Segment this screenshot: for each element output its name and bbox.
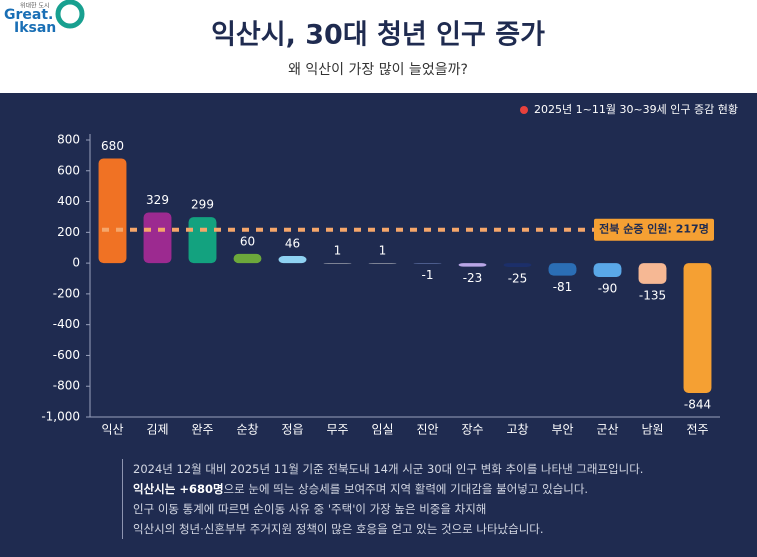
data-label: 680 (101, 139, 124, 153)
data-label: -25 (508, 271, 528, 285)
annotation-label: 전북 순증 인원: 217명 (599, 222, 709, 236)
bar (638, 263, 667, 284)
x-tick-label: 장수 (461, 423, 483, 437)
x-tick-label: 진안 (416, 423, 438, 437)
data-label: 46 (285, 237, 300, 251)
y-tick-label: -400 (53, 317, 80, 331)
logo-text: Iksan (14, 20, 56, 36)
y-tick-label: -1,000 (41, 410, 80, 424)
data-label: -81 (553, 280, 573, 294)
data-label: 60 (240, 234, 255, 248)
bar (593, 263, 622, 277)
data-label: -90 (598, 281, 618, 295)
y-tick-label: 0 (72, 256, 80, 270)
bar (98, 158, 127, 264)
logo-mark (55, 0, 85, 29)
x-tick-label: 부안 (551, 423, 573, 437)
x-tick-label: 김제 (146, 423, 168, 437)
footnote-text: 으로 눈에 띄는 상승세를 보여주며 지역 활력에 기대감을 불어넣고 있습니다… (223, 482, 589, 496)
x-tick-label: 익산 (101, 423, 123, 437)
x-tick-label: 전주 (686, 423, 708, 437)
legend-label: 2025년 1~11월 30~39세 인구 증감 현황 (534, 103, 738, 116)
data-label: -1 (422, 268, 434, 282)
bar (278, 256, 307, 264)
y-tick-label: 400 (57, 194, 80, 208)
bar (413, 263, 442, 264)
data-label: 1 (334, 243, 342, 257)
logo-small: 위대한 도시 (20, 2, 50, 10)
y-tick-label: 800 (57, 133, 80, 147)
footnote-line: 인구 이동 통계에 따르면 순이동 사유 중 '주택'이 가장 높은 비중을 차… (133, 502, 487, 516)
x-tick-label: 군산 (596, 423, 618, 437)
x-tick-label: 임실 (371, 423, 393, 437)
logo-text: Great. (4, 7, 53, 23)
bar (548, 263, 577, 276)
y-tick-label: 600 (57, 163, 80, 177)
y-tick-label: 200 (57, 225, 80, 239)
data-label: 1 (379, 243, 387, 257)
data-label: 329 (146, 193, 169, 207)
data-label: -23 (463, 271, 483, 285)
x-tick-label: 순창 (236, 423, 258, 437)
bar (683, 263, 712, 393)
bar (233, 253, 262, 264)
footnote-line: 익산시는 +680명으로 눈에 띄는 상승세를 보여주며 지역 활력에 기대감을… (133, 479, 643, 499)
bar (323, 262, 352, 264)
footnote-line: 익산시의 청년·신혼부부 주거지원 정책이 많은 호응을 얻고 있는 것으로 나… (133, 522, 544, 536)
y-tick-label: -600 (53, 348, 80, 362)
x-tick-label: 고창 (506, 423, 528, 437)
data-label: -844 (684, 397, 711, 411)
data-label: 299 (191, 198, 214, 212)
y-tick-label: -200 (53, 286, 80, 300)
chart-title: 익산시, 30대 청년 인구 증가 (211, 20, 545, 51)
footnote-bold: 익산시는 +680명 (133, 482, 224, 496)
y-tick-label: -800 (53, 379, 80, 393)
bar (188, 217, 217, 264)
bar (143, 212, 172, 264)
legend-marker (520, 106, 528, 114)
bar (503, 263, 532, 267)
data-label: -135 (639, 288, 666, 302)
x-tick-label: 완주 (191, 423, 213, 437)
annotation-box (594, 218, 714, 241)
footnote: 2024년 12월 대비 2025년 11월 기준 전북도내 14개 시군 30… (122, 459, 643, 539)
x-tick-label: 남원 (641, 423, 663, 437)
x-tick-label: 무주 (326, 423, 348, 437)
x-tick-label: 정읍 (281, 423, 303, 437)
bar (458, 263, 487, 267)
footnote-line: 2024년 12월 대비 2025년 11월 기준 전북도내 14개 시군 30… (133, 462, 644, 476)
chart-subtitle: 왜 익산이 가장 많이 늘었을까? (288, 62, 468, 78)
bar (368, 262, 397, 264)
